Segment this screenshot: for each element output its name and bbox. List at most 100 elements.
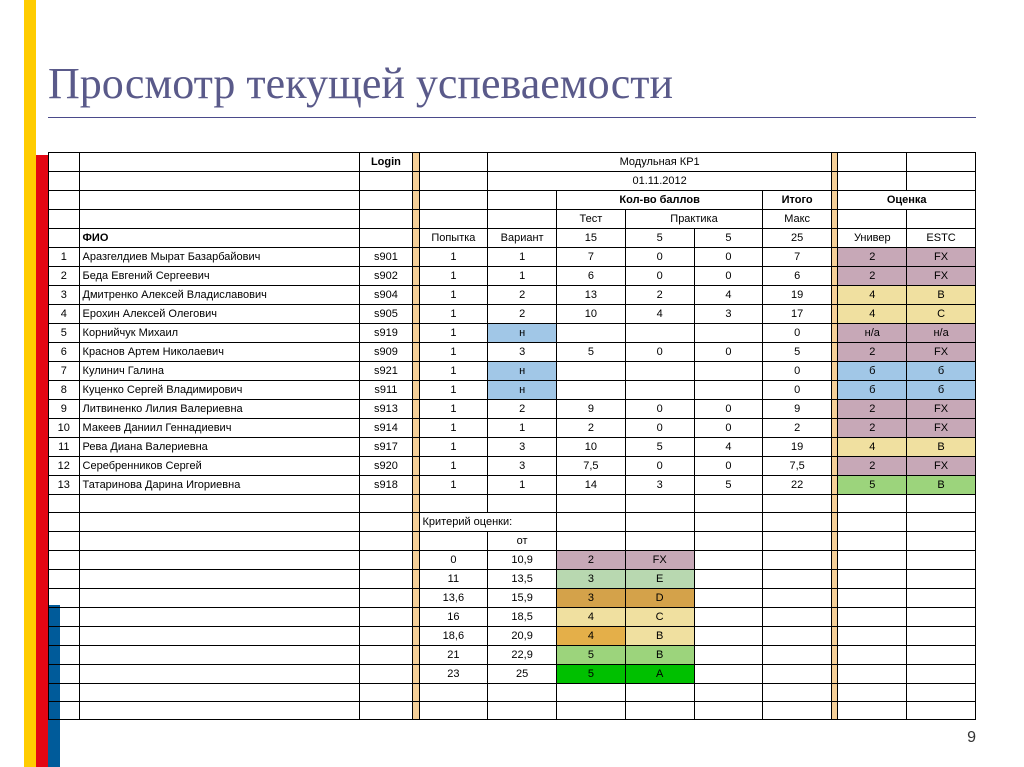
criteria-row: 2122,95B: [49, 646, 976, 665]
cell: [763, 627, 832, 646]
score-pr1: 0: [625, 400, 694, 419]
cell: [907, 570, 976, 589]
row-index: 4: [49, 305, 80, 324]
row-index: 6: [49, 343, 80, 362]
student-name: Макеев Даниил Геннадиевич: [79, 419, 359, 438]
cell: [359, 495, 412, 513]
criteria-row: 1618,54C: [49, 608, 976, 627]
attempt: 1: [419, 305, 488, 324]
score-pr1: 0: [625, 267, 694, 286]
student-name: Беда Евгений Сергеевич: [79, 267, 359, 286]
grade-estc: FX: [907, 400, 976, 419]
cell: [838, 551, 907, 570]
cell: [557, 702, 626, 720]
cell: [488, 684, 557, 702]
cell: [557, 513, 626, 532]
cell: [907, 608, 976, 627]
variant: 3: [488, 438, 557, 457]
attempt: 1: [419, 362, 488, 381]
cell: [694, 608, 763, 627]
crit-lo: 18,6: [419, 627, 488, 646]
score-total: 2: [763, 419, 832, 438]
cell: [359, 684, 412, 702]
cell: [694, 513, 763, 532]
grade-estc: б: [907, 362, 976, 381]
cell: [359, 702, 412, 720]
score-pr1: 0: [625, 419, 694, 438]
grade-estc: B: [907, 438, 976, 457]
score-test: [557, 381, 626, 400]
crit-lo: 0: [419, 551, 488, 570]
cell: [49, 513, 80, 532]
student-login: s921: [359, 362, 412, 381]
blank-row: [49, 495, 976, 513]
cell: [763, 589, 832, 608]
cell: [49, 570, 80, 589]
cell: [488, 191, 557, 210]
cell: [79, 589, 359, 608]
grade-estc: FX: [907, 419, 976, 438]
cell: [79, 172, 359, 191]
student-row: 9Литвиненко Лилия Валериевнаs9131290092F…: [49, 400, 976, 419]
header-row-2: 01.11.2012: [49, 172, 976, 191]
student-row: 3Дмитренко Алексей Владиславовичs9041213…: [49, 286, 976, 305]
student-row: 10Макеев Даниил Геннадиевичs9141120022FX: [49, 419, 976, 438]
cell: [907, 153, 976, 172]
criteria-title-row: Критерий оценки:: [49, 513, 976, 532]
practice-header: Практика: [625, 210, 763, 229]
student-name: Ерохин Алексей Олегович: [79, 305, 359, 324]
row-index: 8: [49, 381, 80, 400]
cell: [79, 513, 359, 532]
grade-univer: 2: [838, 267, 907, 286]
student-login: s905: [359, 305, 412, 324]
crit-univer: 3: [557, 589, 626, 608]
score-pr2: 0: [694, 343, 763, 362]
cell: [907, 702, 976, 720]
cell: [359, 627, 412, 646]
grade-univer: 5: [838, 476, 907, 495]
attempt: 1: [419, 419, 488, 438]
score-pr2: [694, 381, 763, 400]
row-index: 13: [49, 476, 80, 495]
cell: [625, 684, 694, 702]
variant: н: [488, 381, 557, 400]
variant: 2: [488, 400, 557, 419]
cell: [838, 684, 907, 702]
cell: [359, 589, 412, 608]
cell: [694, 532, 763, 551]
grade-estc: B: [907, 476, 976, 495]
crit-grade: B: [625, 627, 694, 646]
grade-univer: 4: [838, 305, 907, 324]
cell: [763, 608, 832, 627]
grade-univer: 4: [838, 438, 907, 457]
crit-hi: 22,9: [488, 646, 557, 665]
cell: [79, 627, 359, 646]
cell: [79, 646, 359, 665]
score-total: 17: [763, 305, 832, 324]
grade-header: Оценка: [838, 191, 976, 210]
crit-lo: 23: [419, 665, 488, 684]
score-total: 6: [763, 267, 832, 286]
score-pr1: 5: [625, 438, 694, 457]
cell: [907, 665, 976, 684]
student-row: 2Беда Евгений Сергеевичs9021160062FX: [49, 267, 976, 286]
attempt: 1: [419, 457, 488, 476]
crit-univer: 5: [557, 646, 626, 665]
cell: [838, 495, 907, 513]
variant: 3: [488, 343, 557, 362]
cell: [694, 495, 763, 513]
score-test: 14: [557, 476, 626, 495]
score-test: [557, 324, 626, 343]
row-index: 12: [49, 457, 80, 476]
grade-estc: н/а: [907, 324, 976, 343]
cell: [359, 210, 412, 229]
student-login: s919: [359, 324, 412, 343]
cell: [79, 532, 359, 551]
student-name: Рева Диана Валериевна: [79, 438, 359, 457]
attempt: 1: [419, 400, 488, 419]
crit-lo: 13,6: [419, 589, 488, 608]
crit-univer: 5: [557, 665, 626, 684]
crit-univer: 2: [557, 551, 626, 570]
header-row-1: LoginМодульная КР1: [49, 153, 976, 172]
variant: 2: [488, 286, 557, 305]
